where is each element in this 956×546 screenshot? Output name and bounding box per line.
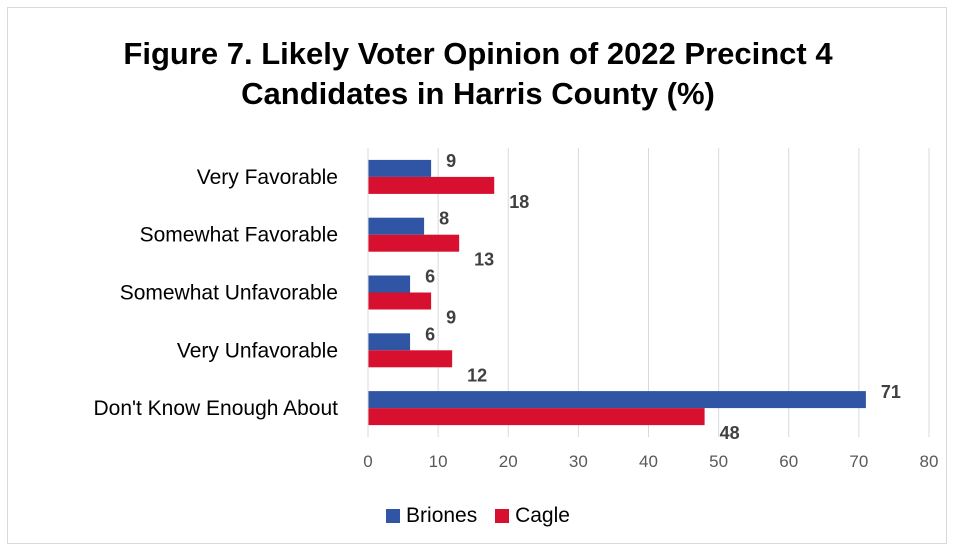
category-label-4: Don't Know Enough About — [93, 397, 338, 420]
bar-briones-0 — [368, 159, 432, 177]
legend: Briones Cagle — [0, 504, 956, 528]
bar-briones-4 — [368, 391, 866, 409]
legend-swatch-cagle — [495, 509, 510, 523]
chart-title-line-2: Candidates in Harris County (%) — [241, 76, 715, 111]
x-tick-label-80: 80 — [920, 452, 939, 471]
x-tick-label-60: 60 — [779, 452, 798, 471]
category-label-2: Somewhat Unfavorable — [120, 282, 338, 305]
x-tick-label-20: 20 — [499, 452, 518, 471]
data-label-briones-0: 9 — [446, 151, 456, 171]
bar-briones-3 — [368, 333, 411, 351]
x-tick-label-0: 0 — [363, 452, 372, 471]
bar-cagle-1 — [368, 234, 460, 252]
chart-title: Figure 7. Likely Voter Opinion of 2022 P… — [0, 34, 956, 114]
category-label-1: Somewhat Favorable — [140, 224, 338, 247]
bar-cagle-4 — [368, 408, 705, 426]
data-label-briones-1: 8 — [439, 209, 449, 229]
x-tick-label-10: 10 — [429, 452, 448, 471]
data-label-cagle-1: 13 — [474, 250, 494, 270]
data-label-cagle-3: 12 — [467, 365, 487, 385]
bar-cagle-3 — [368, 350, 453, 368]
legend-swatch-briones — [386, 509, 401, 523]
data-label-cagle-4: 48 — [720, 423, 740, 443]
legend-item-cagle: Cagle — [495, 504, 570, 528]
x-tick-label-40: 40 — [639, 452, 658, 471]
chart-frame — [7, 7, 947, 544]
x-tick-label-30: 30 — [569, 452, 588, 471]
bar-briones-1 — [368, 217, 425, 235]
data-label-cagle-2: 9 — [446, 308, 456, 328]
x-tick-label-50: 50 — [709, 452, 728, 471]
legend-label-briones: Briones — [406, 504, 478, 527]
data-label-cagle-0: 18 — [509, 192, 529, 212]
bar-briones-2 — [368, 275, 411, 293]
x-tick-label-70: 70 — [849, 452, 868, 471]
data-label-briones-3: 6 — [425, 324, 435, 344]
legend-label-cagle: Cagle — [515, 504, 570, 527]
bar-cagle-2 — [368, 292, 432, 310]
data-label-briones-2: 6 — [425, 267, 435, 287]
data-label-briones-4: 71 — [881, 382, 901, 402]
bar-cagle-0 — [368, 176, 495, 194]
chart-title-line-1: Figure 7. Likely Voter Opinion of 2022 P… — [123, 36, 833, 71]
category-label-3: Very Unfavorable — [177, 339, 338, 362]
legend-item-briones: Briones — [386, 504, 477, 528]
category-label-0: Very Favorable — [197, 166, 338, 189]
